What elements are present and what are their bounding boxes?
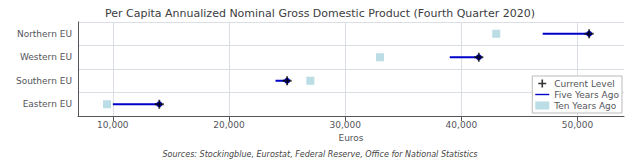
svg-text:40,000: 40,000 [446,120,478,130]
svg-text:Western EU: Western EU [20,52,72,62]
svg-text:Current Level: Current Level [554,79,614,89]
svg-text:20,000: 20,000 [213,120,245,130]
svg-text:30,000: 30,000 [329,120,361,130]
svg-text:Euros: Euros [338,133,363,143]
svg-text:Per Capita Annualized Nominal: Per Capita Annualized Nominal Gross Dome… [105,7,535,20]
svg-text:Five Years Ago: Five Years Ago [554,90,619,100]
svg-text:Eastern EU: Eastern EU [23,99,72,109]
svg-text:Northern EU: Northern EU [17,29,72,39]
svg-text:10,000: 10,000 [97,120,129,130]
svg-text:50,000: 50,000 [562,120,594,130]
svg-text:Sources: Stockingblue, Eurosta: Sources: Stockingblue, Eurostat, Federal… [163,150,478,159]
svg-text:Southern EU: Southern EU [16,76,72,86]
svg-text:Ten Years Ago: Ten Years Ago [553,101,617,111]
